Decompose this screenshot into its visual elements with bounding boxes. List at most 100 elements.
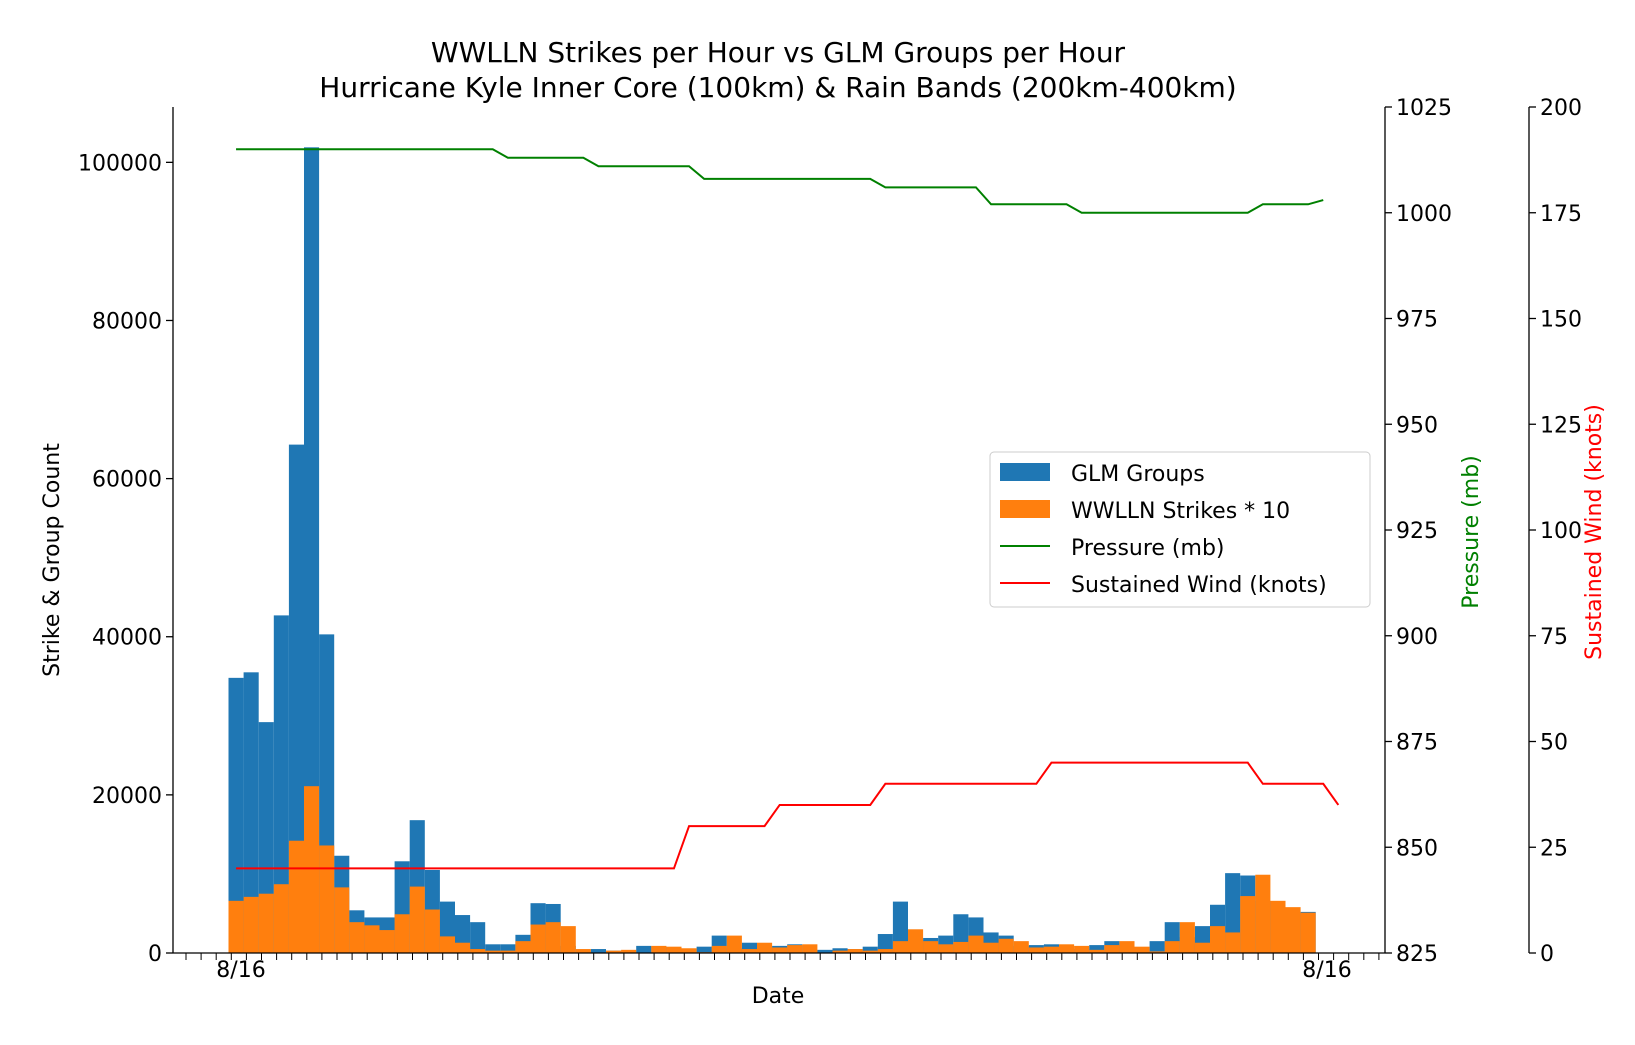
- wind-tick-label: 100: [1540, 519, 1582, 544]
- wwlln-bar: [968, 935, 984, 953]
- wind-tick-label: 150: [1540, 308, 1582, 333]
- glm-bar: [741, 942, 757, 953]
- y-tick-label: 60000: [92, 468, 162, 493]
- pressure-tick-label: 950: [1396, 413, 1438, 438]
- wwlln-bar: [1240, 896, 1256, 953]
- wwlln-bar: [470, 949, 486, 953]
- wwlln-bar: [681, 948, 697, 953]
- wwlln-bar: [575, 949, 591, 953]
- wwlln-bar: [651, 945, 667, 953]
- pressure-axis-label: Pressure (mb): [1459, 455, 1484, 609]
- wwlln-bar: [1043, 946, 1059, 953]
- glm-bar: [228, 677, 244, 953]
- wwlln-bar: [439, 936, 455, 953]
- y-axis-label: Strike & Group Count: [40, 443, 65, 677]
- glm-bar: [485, 944, 501, 953]
- pressure-tick-label: 925: [1396, 519, 1438, 544]
- chart-subtitle: Hurricane Kyle Inner Core (100km) & Rain…: [319, 71, 1236, 104]
- glm-bar: [500, 944, 516, 953]
- wwlln-bar: [364, 925, 380, 953]
- wwlln-bar: [1225, 932, 1241, 953]
- wind-tick-label: 0: [1540, 942, 1554, 967]
- wwlln-bar: [983, 942, 999, 953]
- wind-tick-label: 75: [1540, 625, 1568, 650]
- wwlln-bar: [832, 950, 848, 953]
- legend-label-wind: Sustained Wind (knots): [1071, 573, 1327, 598]
- pressure-tick-label: 825: [1396, 942, 1438, 967]
- glm-bar: [1149, 941, 1165, 953]
- glm-bar: [892, 901, 908, 953]
- wwlln-bar: [500, 950, 516, 953]
- wind-tick-label: 50: [1540, 731, 1568, 756]
- pressure-tick-label: 1025: [1396, 96, 1452, 121]
- glm-bar: [877, 934, 893, 953]
- wwlln-bar: [847, 949, 863, 953]
- wwlln-bar: [908, 929, 924, 953]
- wwlln-bar: [1300, 912, 1316, 953]
- wwlln-bar: [938, 944, 954, 953]
- wwlln-bar: [1149, 951, 1165, 953]
- wwlln-bar: [228, 900, 244, 953]
- legend-frame: [989, 451, 1371, 608]
- legend-label-pressure: Pressure (mb): [1071, 536, 1225, 561]
- wwlln-bar: [1285, 907, 1301, 953]
- pressure-tick-label: 900: [1396, 625, 1438, 650]
- wwlln-bar: [923, 941, 939, 953]
- wwlln-bar: [772, 947, 788, 953]
- wind-tick-label: 125: [1540, 413, 1582, 438]
- wwlln-bar: [1074, 945, 1090, 953]
- wwlln-bar: [258, 893, 274, 953]
- wwlln-bar: [1028, 947, 1044, 953]
- glm-bar: [696, 946, 712, 953]
- glm-bar: [243, 672, 259, 953]
- wwlln-bar: [1179, 922, 1195, 953]
- wwlln-bar: [334, 887, 350, 953]
- wwlln-bar: [711, 945, 727, 953]
- wwlln-bar: [379, 930, 395, 953]
- wwlln-bar: [892, 941, 908, 953]
- wwlln-bar: [862, 950, 878, 953]
- bar-layer: [228, 147, 1316, 953]
- legend-label-wwlln: WWLLN Strikes * 10: [1071, 499, 1290, 524]
- glm-bar: [304, 147, 320, 953]
- glm-bar: [1089, 945, 1105, 953]
- wwlln-bar: [726, 935, 742, 953]
- wwlln-bar: [1059, 944, 1075, 953]
- wwlln-bar: [666, 946, 682, 953]
- wwlln-bar: [621, 949, 637, 953]
- legend-swatch-glm: [1000, 463, 1050, 481]
- wwlln-bar: [349, 922, 365, 953]
- glm-bar: [817, 949, 833, 953]
- y-tick-label: 80000: [92, 309, 162, 334]
- wwlln-bar: [409, 886, 425, 953]
- wwlln-bar: [998, 938, 1014, 953]
- wwlln-bar: [1089, 949, 1105, 953]
- wind-tick-label: 25: [1540, 836, 1568, 861]
- x-tick-label: 8/16: [1302, 958, 1351, 983]
- wwlln-bar: [288, 840, 304, 953]
- line-layer: [236, 148, 1340, 870]
- wwlln-bar: [1134, 946, 1150, 953]
- wwlln-bar: [1255, 874, 1271, 953]
- wwlln-bar: [953, 941, 969, 953]
- glm-bar: [470, 922, 486, 953]
- wwlln-bar: [319, 845, 335, 953]
- wwlln-bar: [273, 884, 289, 953]
- wwlln-bar: [1119, 941, 1135, 953]
- pressure-tick-label: 1000: [1396, 202, 1452, 227]
- wwlln-bar: [545, 922, 561, 953]
- legend-swatch-wwlln: [1000, 500, 1050, 518]
- axes-layer: 0 20000 40000 60000 80000 100000 825 850 875 900 9…: [78, 96, 1582, 983]
- y-tick-label: 20000: [92, 784, 162, 809]
- pressure-line: [236, 148, 1324, 214]
- wwlln-bar: [304, 786, 320, 953]
- pressure-tick-label: 850: [1396, 836, 1438, 861]
- glm-bar: [862, 946, 878, 953]
- wwlln-bar: [243, 896, 259, 953]
- wwlln-bar: [485, 950, 501, 953]
- wwlln-bar: [1104, 945, 1120, 953]
- x-tick-label: 8/16: [216, 958, 265, 983]
- wind-tick-label: 200: [1540, 96, 1582, 121]
